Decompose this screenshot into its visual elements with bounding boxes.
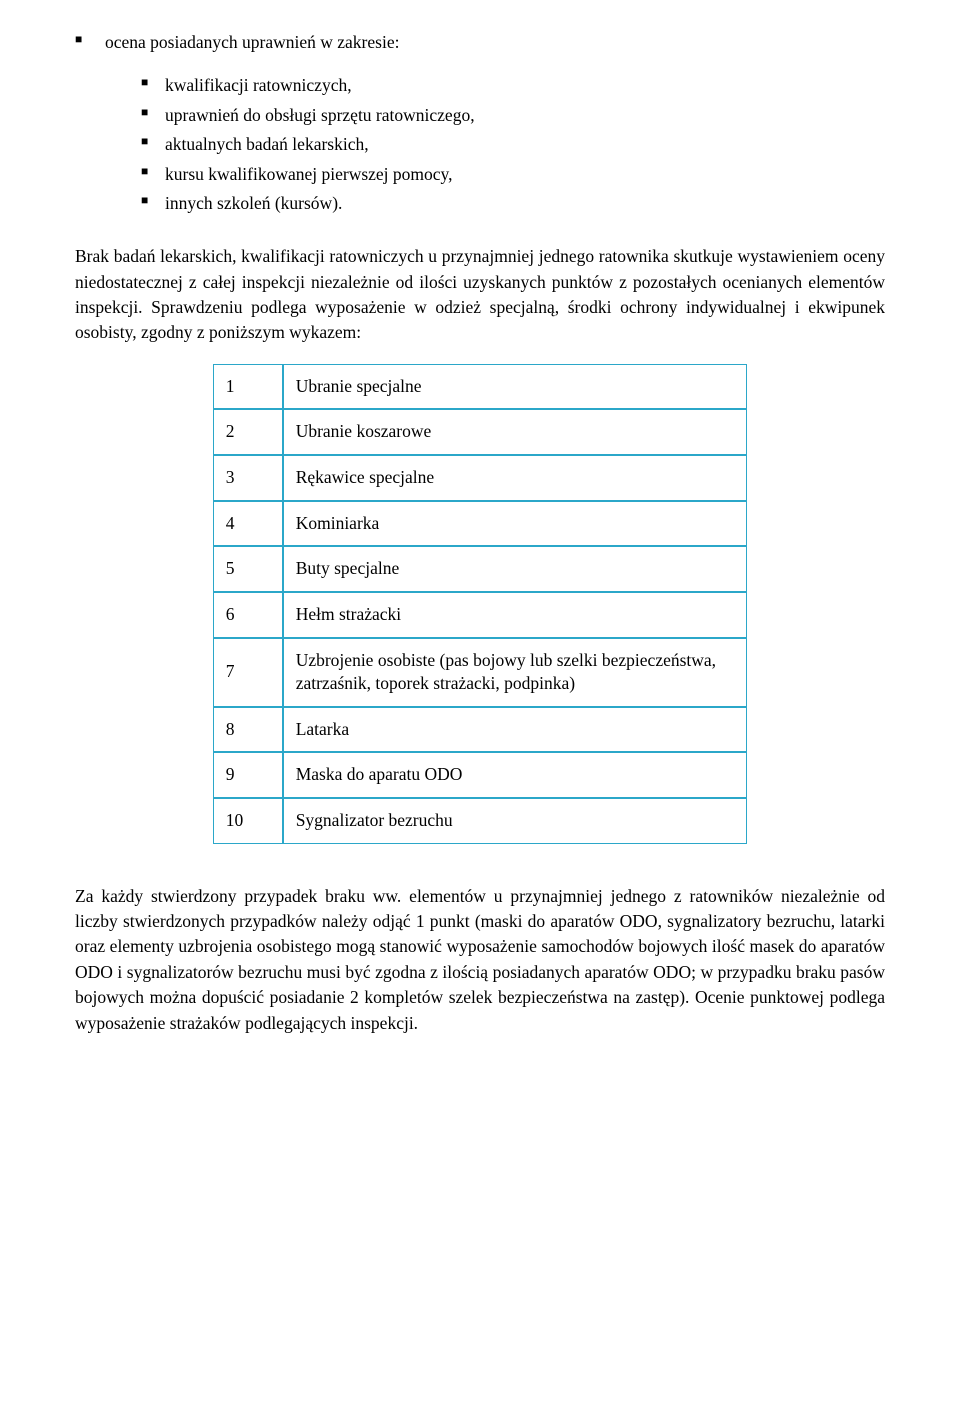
table-row: 6 Hełm strażacki xyxy=(213,592,748,638)
row-label: Uzbrojenie osobiste (pas bojowy lub szel… xyxy=(283,638,748,707)
list-item-text: uprawnień do obsługi sprzętu ratowniczeg… xyxy=(165,105,475,125)
row-label: Maska do aparatu ODO xyxy=(283,752,748,798)
list-item: aktualnych badań lekarskich, xyxy=(133,132,885,157)
table-body: 1 Ubranie specjalne 2 Ubranie koszarowe … xyxy=(213,364,748,844)
paragraph-1: Brak badań lekarskich, kwalifikacji rato… xyxy=(75,244,885,346)
row-label: Buty specjalne xyxy=(283,546,748,592)
intro-line: ocena posiadanych uprawnień w zakresie: xyxy=(75,30,885,55)
row-label: Sygnalizator bezruchu xyxy=(283,798,748,844)
row-label: Hełm strażacki xyxy=(283,592,748,638)
table-row: 5 Buty specjalne xyxy=(213,546,748,592)
intro-text: ocena posiadanych uprawnień w zakresie: xyxy=(105,32,399,52)
table-row: 3 Rękawice specjalne xyxy=(213,455,748,501)
table-row: 7 Uzbrojenie osobiste (pas bojowy lub sz… xyxy=(213,638,748,707)
row-number: 9 xyxy=(213,752,283,798)
row-number: 5 xyxy=(213,546,283,592)
row-label: Latarka xyxy=(283,707,748,753)
row-label: Kominiarka xyxy=(283,501,748,547)
list-item: kursu kwalifikowanej pierwszej pomocy, xyxy=(133,162,885,187)
row-number: 8 xyxy=(213,707,283,753)
list-item-text: innych szkoleń (kursów). xyxy=(165,193,342,213)
row-label: Ubranie koszarowe xyxy=(283,409,748,455)
list-item: innych szkoleń (kursów). xyxy=(133,191,885,216)
table-row: 1 Ubranie specjalne xyxy=(213,364,748,410)
list-item: kwalifikacji ratowniczych, xyxy=(133,73,885,98)
row-number: 2 xyxy=(213,409,283,455)
row-label: Ubranie specjalne xyxy=(283,364,748,410)
row-number: 4 xyxy=(213,501,283,547)
row-number: 1 xyxy=(213,364,283,410)
row-number: 6 xyxy=(213,592,283,638)
table-row: 2 Ubranie koszarowe xyxy=(213,409,748,455)
table-row: 10 Sygnalizator bezruchu xyxy=(213,798,748,844)
row-number: 3 xyxy=(213,455,283,501)
table-row: 4 Kominiarka xyxy=(213,501,748,547)
list-item-text: kwalifikacji ratowniczych, xyxy=(165,75,352,95)
row-label: Rękawice specjalne xyxy=(283,455,748,501)
table-row: 8 Latarka xyxy=(213,707,748,753)
table-row: 9 Maska do aparatu ODO xyxy=(213,752,748,798)
equipment-table: 1 Ubranie specjalne 2 Ubranie koszarowe … xyxy=(213,364,748,844)
list-item-text: aktualnych badań lekarskich, xyxy=(165,134,369,154)
list-item: uprawnień do obsługi sprzętu ratowniczeg… xyxy=(133,103,885,128)
list-item-text: kursu kwalifikowanej pierwszej pomocy, xyxy=(165,164,453,184)
row-number: 7 xyxy=(213,638,283,707)
row-number: 10 xyxy=(213,798,283,844)
paragraph-2: Za każdy stwierdzony przypadek braku ww.… xyxy=(75,884,885,1036)
sub-bullet-list: kwalifikacji ratowniczych, uprawnień do … xyxy=(133,73,885,216)
